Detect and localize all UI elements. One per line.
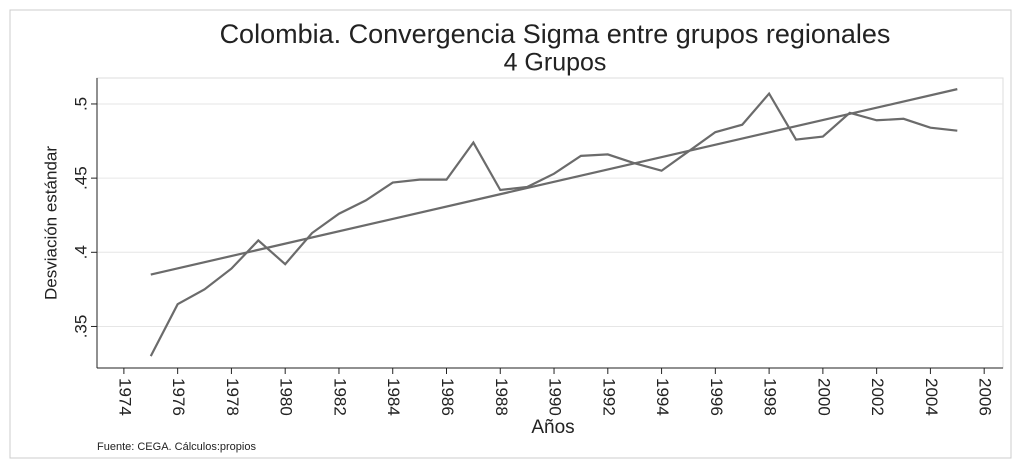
trend-line [150,88,958,276]
y-tick-label: .4 [71,245,90,259]
chart-title: Colombia. Convergencia Sigma entre grupo… [220,19,891,49]
x-tick-label: 2006 [976,378,995,416]
data-line [149,91,958,357]
x-tick-label: 1984 [384,378,403,416]
note: Fuente: CEGA. Cálculos:propios [97,441,256,453]
x-tick-label: 2004 [922,378,941,416]
plot-area [96,77,1004,369]
x-tick-label: 1980 [277,378,296,416]
x-tick-label: 1992 [599,378,618,416]
y-tick-label: .35 [71,315,90,339]
x-tick-label: 1978 [223,378,242,416]
x-tick-label: 1996 [707,378,726,416]
x-tick-label: 1986 [438,378,457,416]
x-tick-label: 2002 [868,378,887,416]
x-tick-label: 1982 [330,378,349,416]
x-tick-label: 1988 [492,378,511,416]
x-tick-label: 1994 [653,378,672,416]
x-tick-label: 1976 [169,378,188,416]
x-axis-label: Años [531,417,574,438]
x-tick-label: 1998 [761,378,780,416]
y-tick-label: .45 [71,166,90,190]
x-tick-label: 2000 [814,378,833,416]
chart-subtitle: 4 Grupos [504,49,607,77]
x-tick-label: 1990 [546,378,565,416]
y-tick-label: .5 [71,97,90,111]
x-tick-label: 1974 [115,378,134,416]
y-axis-label: Desviación estándar [41,146,60,300]
